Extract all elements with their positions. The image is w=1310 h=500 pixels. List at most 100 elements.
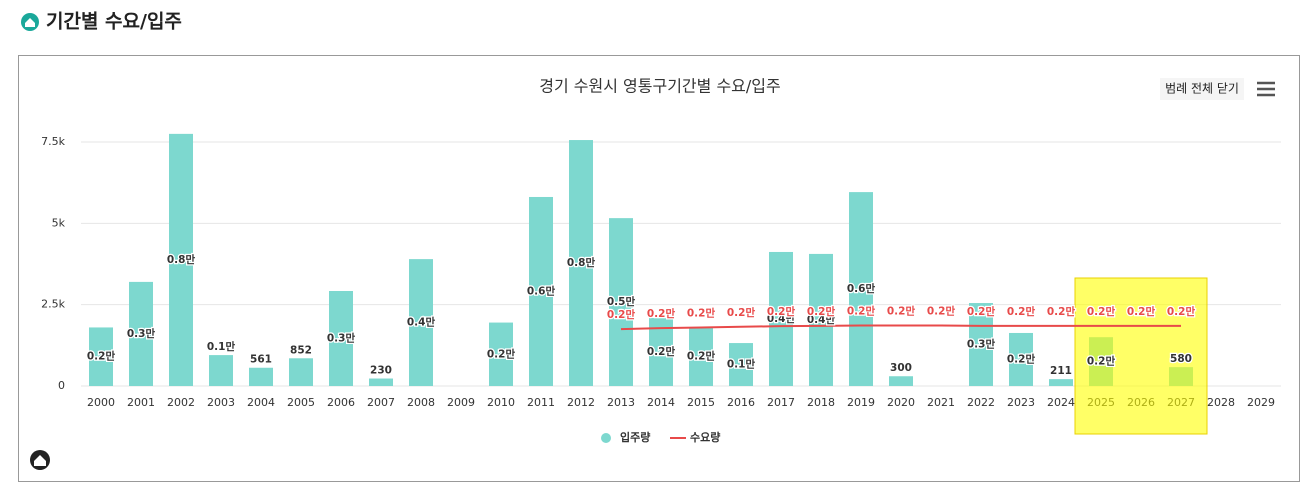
- bar-label: 0.2만: [1087, 355, 1116, 368]
- bar: [369, 378, 393, 386]
- line-label: 0.2만: [767, 305, 796, 318]
- bar: [569, 140, 593, 386]
- x-tick-label: 2005: [287, 396, 315, 409]
- x-tick-label: 2021: [927, 396, 955, 409]
- bar: [969, 303, 993, 386]
- bar-label: 580: [1170, 353, 1192, 365]
- page-title: 기간별 수요/입주: [46, 11, 182, 33]
- legend-label: 수요량: [690, 431, 720, 444]
- line-label: 0.2만: [647, 307, 676, 320]
- bar-label: 0.3만: [967, 338, 996, 351]
- y-tick-label: 2.5k: [41, 298, 65, 311]
- bar-label: 0.6만: [527, 284, 556, 297]
- line-label: 0.2만: [887, 304, 916, 317]
- x-tick-label: 2023: [1007, 396, 1035, 409]
- bar-label: 0.8만: [567, 256, 596, 269]
- bar-label: 0.1만: [727, 358, 756, 371]
- bar: [89, 327, 113, 386]
- x-tick-label: 2017: [767, 396, 795, 409]
- bar: [249, 367, 273, 386]
- line: [620, 324, 1181, 331]
- x-tick-label: 2016: [727, 396, 755, 409]
- x-tick-label: 2013: [607, 396, 635, 409]
- y-tick-label: 7.5k: [41, 135, 65, 148]
- bar-label: 0.3만: [327, 332, 356, 345]
- bar: [129, 281, 153, 386]
- menu-icon[interactable]: [1257, 81, 1275, 97]
- bar-label: 0.2만: [647, 345, 676, 358]
- bar: [889, 376, 913, 386]
- header-icon: [21, 13, 39, 31]
- x-tick-label: 2009: [447, 396, 475, 409]
- legend-item: 입주량: [601, 431, 650, 444]
- line-label: 0.2만: [1047, 305, 1076, 318]
- bar: [609, 218, 633, 386]
- legend-button-label[interactable]: 범례 전체 닫기: [1165, 82, 1239, 96]
- highlight: [1074, 277, 1208, 435]
- bar: [209, 355, 233, 386]
- x-tick-label: 2008: [407, 396, 435, 409]
- x-tick-label: 2022: [967, 396, 995, 409]
- bar: [849, 192, 873, 386]
- bar: [169, 133, 193, 386]
- x-tick-label: 2007: [367, 396, 395, 409]
- bar: [1049, 379, 1073, 386]
- line-label: 0.2만: [607, 308, 636, 321]
- line-label: 0.2만: [847, 304, 876, 317]
- bar: [329, 291, 353, 386]
- bar-label: 0.2만: [687, 350, 716, 363]
- bar: [409, 259, 433, 386]
- legend-swatch: [601, 433, 611, 443]
- bar-label: 0.6만: [847, 282, 876, 295]
- bar-label: 0.3만: [127, 327, 156, 340]
- bar: [689, 327, 713, 386]
- home-icon[interactable]: [30, 450, 50, 470]
- bar-label: 0.2만: [87, 350, 116, 363]
- bar-label: 0.1만: [207, 340, 236, 353]
- bar: [489, 322, 513, 386]
- bar-label: 0.5만: [607, 295, 636, 308]
- bar-label: 300: [890, 362, 912, 374]
- y-tick-label: 5k: [52, 216, 66, 229]
- bar-label: 852: [290, 344, 312, 356]
- x-tick-label: 2024: [1047, 396, 1075, 409]
- line-label: 0.2만: [967, 305, 996, 318]
- bar: [649, 318, 673, 386]
- x-tick-label: 2010: [487, 396, 515, 409]
- x-tick-label: 2000: [87, 396, 115, 409]
- x-tick-label: 2001: [127, 396, 155, 409]
- x-tick-label: 2029: [1247, 396, 1275, 409]
- bar: [809, 253, 833, 386]
- chart-title: 경기 수원시 영통구기간별 수요/입주: [539, 77, 780, 96]
- line-label: 0.2만: [1087, 305, 1116, 318]
- plot: 0 2.5k 5k 7.5k 2000 2001 2002 2003 2004 2005 2006 2…: [41, 133, 1281, 444]
- y-tick-label: 0: [58, 379, 65, 392]
- x-tick-label: 2014: [647, 396, 675, 409]
- line-label: 0.2만: [1127, 305, 1156, 318]
- x-tick-label: 2020: [887, 396, 915, 409]
- x-tick-label: 2002: [167, 396, 195, 409]
- bar-label: 211: [1050, 365, 1072, 377]
- line-label: 0.2만: [1167, 305, 1196, 318]
- bar-label: 0.2만: [487, 347, 516, 360]
- legend-button[interactable]: [1160, 78, 1244, 100]
- x-tick-label: 2012: [567, 396, 595, 409]
- legend-item: 수요량: [670, 431, 720, 444]
- x-tick-label: 2004: [247, 396, 275, 409]
- bar-label: 561: [250, 354, 272, 366]
- bar: [729, 343, 753, 386]
- line-label: 0.2만: [687, 306, 716, 319]
- bar: [769, 251, 793, 386]
- x-tick-label: 2018: [807, 396, 835, 409]
- bar-label: 0.8만: [167, 253, 196, 266]
- bar-label: 0.4만: [807, 313, 836, 326]
- bar-label: 0.4만: [767, 312, 796, 325]
- line-label: 0.2만: [727, 306, 756, 319]
- line-label: 0.2만: [807, 305, 836, 318]
- line-label: 0.2만: [1007, 305, 1036, 318]
- bar: [529, 196, 553, 386]
- x-tick-label: 2015: [687, 396, 715, 409]
- x-tick-label: 2019: [847, 396, 875, 409]
